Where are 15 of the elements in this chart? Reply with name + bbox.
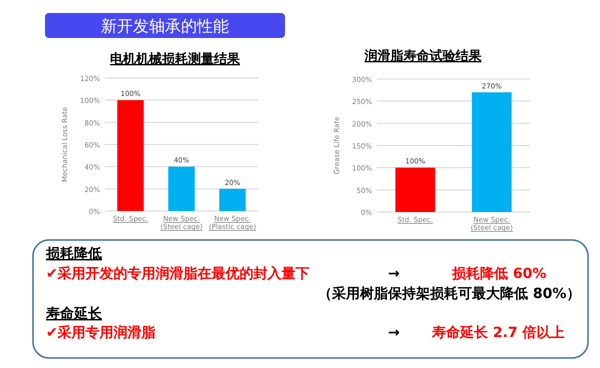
text: 寿命延长	[45, 306, 103, 322]
text: （采用树脂保持架损耗可最大降低 80%）	[318, 286, 580, 302]
text: →	[388, 325, 400, 341]
chart-title: 电机机械损耗测量结果	[110, 51, 241, 67]
chart-title: 润滑脂寿命试验结果	[364, 48, 482, 64]
bar	[219, 188, 246, 211]
text: ✔采用专用润滑脂	[46, 324, 156, 341]
bar	[117, 100, 144, 211]
text: 新开发轴承的性能	[101, 16, 229, 36]
text: 损耗降低	[45, 246, 102, 262]
bar	[168, 166, 195, 211]
text: 损耗降低 60%	[451, 266, 546, 282]
text: →	[388, 266, 400, 282]
text: ✔采用开发的专用润滑脂在最优的封入量下	[46, 265, 310, 282]
text: 寿命延长 2.7 倍以上	[431, 324, 565, 341]
